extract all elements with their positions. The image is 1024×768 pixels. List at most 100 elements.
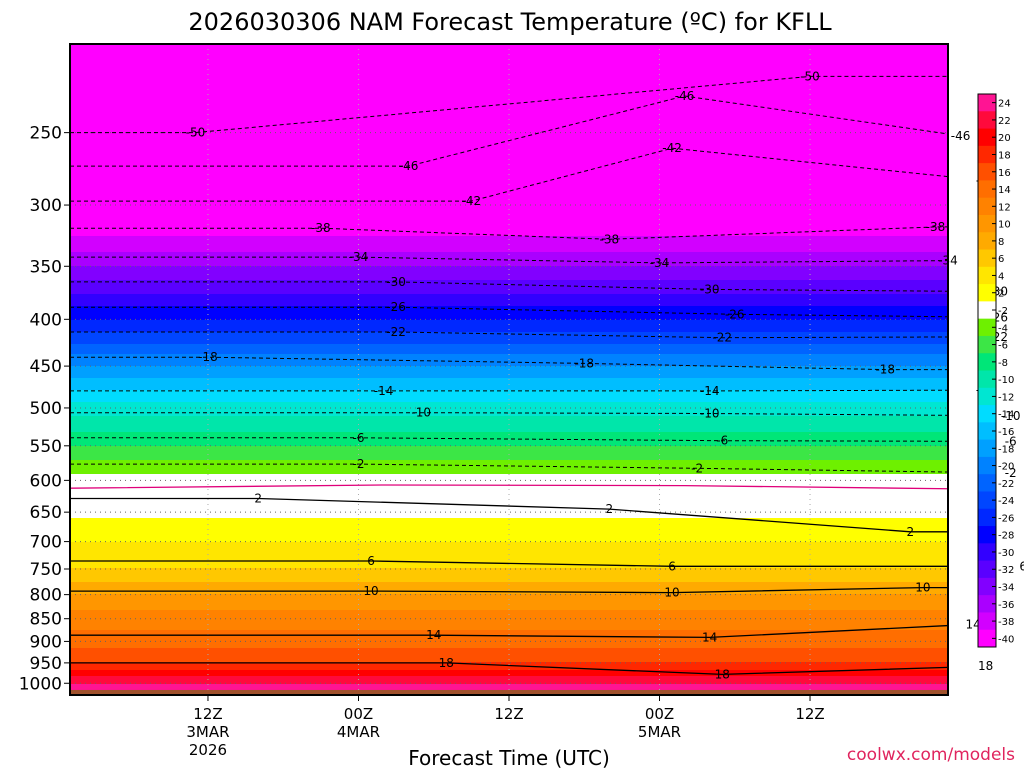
shade-band <box>70 680 948 683</box>
shade-band <box>70 194 948 197</box>
contour-label: 18 <box>978 659 993 673</box>
colorbar: 24 22 20 18 16 14 12 10 8 6 4 2 -2 -4 -6 -8 -10 -12 -14 -16… <box>977 93 1014 648</box>
shade-band <box>70 452 948 455</box>
colorbar-label: -34 <box>998 583 1014 594</box>
shade-band <box>70 342 948 345</box>
shade-band <box>70 402 948 405</box>
shade-band <box>70 110 948 113</box>
y-tick-label: 300 <box>30 196 62 216</box>
contour-line <box>70 662 948 676</box>
colorbar-label: 4 <box>998 271 1004 282</box>
shade-band <box>70 206 948 209</box>
contour-label: -30 <box>700 282 720 296</box>
contour-label: -22 <box>386 325 406 339</box>
contour-label: -38 <box>311 221 331 235</box>
shade-band <box>70 394 948 397</box>
shade-band <box>70 606 948 609</box>
shade-band <box>70 494 948 497</box>
shade-band <box>70 174 948 177</box>
shade-band <box>70 224 948 227</box>
shade-band <box>70 372 948 375</box>
shade-band <box>70 226 948 229</box>
colorbar-swatch <box>978 439 996 458</box>
shade-band <box>70 596 948 599</box>
shade-band <box>70 230 948 233</box>
y-tick-label: 800 <box>30 586 62 606</box>
x-tick-label: 00Z <box>344 705 373 723</box>
shade-band <box>70 254 948 257</box>
colorbar-swatch <box>978 577 996 596</box>
shade-band <box>70 322 948 325</box>
contour-label: 18 <box>439 656 454 670</box>
shade-band <box>70 434 948 437</box>
shade-band <box>70 344 948 347</box>
colorbar-swatch <box>978 197 996 216</box>
temperature-shading <box>70 44 948 695</box>
shade-band <box>70 246 948 249</box>
contour-label: -2 <box>691 461 703 475</box>
contour-lines <box>70 75 948 676</box>
shade-band <box>70 146 948 149</box>
x-tick-label: 5MAR <box>638 723 681 741</box>
shade-band <box>70 564 948 567</box>
shade-band <box>70 94 948 97</box>
shade-band <box>70 676 948 679</box>
shade-band <box>70 324 948 327</box>
shade-band <box>70 92 948 95</box>
shade-band <box>70 400 948 403</box>
colorbar-label: -10 <box>998 375 1014 386</box>
colorbar-label: 12 <box>998 202 1011 213</box>
shade-band <box>70 310 948 313</box>
shade-band <box>70 506 948 509</box>
y-tick-label: 900 <box>30 632 62 652</box>
x-tick-label: 00Z <box>645 705 674 723</box>
colorbar-swatch <box>978 232 996 251</box>
shade-band <box>70 514 948 517</box>
shade-band <box>70 592 948 595</box>
shade-band <box>70 662 948 665</box>
shade-band <box>70 154 948 157</box>
contour-label: -26 <box>725 307 745 321</box>
shade-band <box>70 650 948 653</box>
shade-band <box>70 250 948 253</box>
shade-band <box>70 244 948 247</box>
shade-band <box>70 80 948 83</box>
y-tick-label: 250 <box>30 124 62 144</box>
contour-label: -46 <box>951 129 971 143</box>
shade-band <box>70 304 948 307</box>
shade-band <box>70 640 948 643</box>
shade-band <box>70 270 948 273</box>
shade-band <box>70 106 948 109</box>
shade-band <box>70 412 948 415</box>
colorbar-swatch <box>978 543 996 562</box>
shade-band <box>70 216 948 219</box>
contour-label: 10 <box>363 584 378 598</box>
shade-band <box>70 350 948 353</box>
shade-band <box>70 416 948 419</box>
shade-band <box>70 470 948 473</box>
colorbar-swatch <box>978 301 996 320</box>
shade-band <box>70 82 948 85</box>
shade-band <box>70 100 948 103</box>
shade-band <box>70 582 948 585</box>
shade-band <box>70 456 948 459</box>
colorbar-swatch <box>978 94 996 112</box>
colorbar-label: -14 <box>998 410 1014 421</box>
shade-band <box>70 602 948 605</box>
shade-band <box>70 290 948 293</box>
shade-band <box>70 426 948 429</box>
shade-band <box>70 666 948 669</box>
colorbar-label: -36 <box>998 600 1014 611</box>
shade-band <box>70 490 948 493</box>
colorbar-label: -2 <box>998 306 1008 317</box>
shade-band <box>70 424 948 427</box>
contour-label: -6 <box>353 431 365 445</box>
shade-band <box>70 86 948 89</box>
colorbar-label: 16 <box>998 168 1011 179</box>
shade-band <box>70 50 948 53</box>
shade-band <box>70 556 948 559</box>
shade-band <box>70 234 948 237</box>
shade-band <box>70 326 948 329</box>
shade-band <box>70 480 948 483</box>
shade-band <box>70 376 948 379</box>
